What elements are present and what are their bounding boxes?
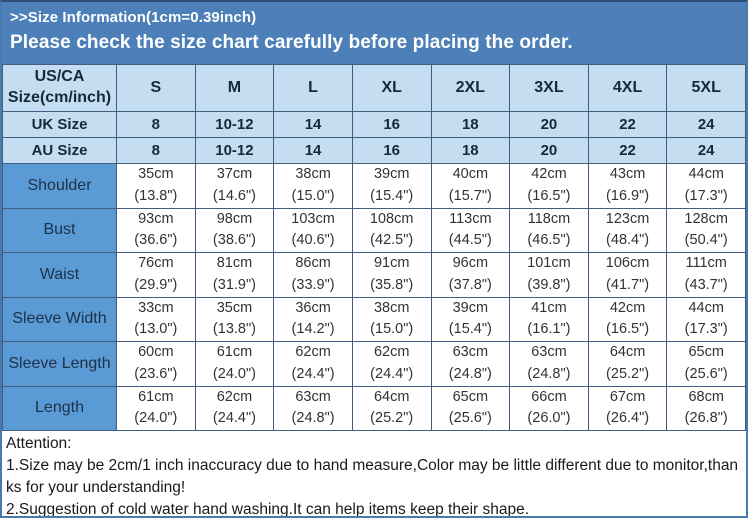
measurement-value: 38cm (15.0") (273, 163, 353, 209)
measurement-value: 40cm (15.7") (430, 163, 511, 209)
measurement-value: 106cm (41.7") (587, 252, 668, 298)
attention-section: Attention: 1.Size may be 2cm/1 inch inac… (2, 431, 746, 518)
au-size-value: 8 (116, 137, 196, 164)
measurement-label: Waist (2, 252, 117, 298)
measurement-value: 63cm (24.8") (430, 341, 511, 387)
measurement-value: 98cm (38.6") (194, 207, 275, 253)
size-column-header-2xl: 2XL (430, 64, 511, 112)
size-chart-warning: Please check the size chart carefully be… (10, 32, 573, 53)
attention-note-2: 2.Suggestion of cold water hand washing.… (6, 501, 530, 518)
measurement-label: Sleeve Length (2, 341, 117, 387)
au-size-value: 24 (666, 137, 746, 164)
measurement-value: 66cm (26.0") (509, 385, 589, 431)
measurement-row-sleeve-width: Sleeve Width 33cm (13.0") 35cm (13.8") 3… (2, 296, 746, 342)
measurement-value: 42cm (16.5") (509, 163, 589, 209)
size-column-header-5xl: 5XL (666, 64, 746, 112)
measurement-value: 64cm (25.2") (587, 341, 668, 387)
attention-note-1: 1.Size may be 2cm/1 inch inaccuracy due … (6, 457, 739, 496)
measurement-row-sleeve-length: Sleeve Length 60cm (23.6") 61cm (24.0") … (2, 341, 746, 387)
size-information-title: >>Size Information(1cm=0.39inch) (10, 9, 257, 26)
measurement-label: Sleeve Width (2, 296, 117, 342)
measurement-row-bust: Bust 93cm (36.6") 98cm (38.6") 103cm (40… (2, 207, 746, 253)
measurement-value: 108cm (42.5") (351, 207, 432, 253)
measurement-value: 91cm (35.8") (351, 252, 432, 298)
measurement-value: 101cm (39.8") (509, 252, 589, 298)
measurement-value: 68cm (26.8") (666, 385, 746, 431)
measurement-row-shoulder: Shoulder 35cm (13.8") 37cm (14.6") 38cm … (2, 163, 746, 209)
uk-size-value: 24 (666, 111, 746, 138)
measurement-value: 44cm (17.3") (666, 163, 746, 209)
uk-size-value: 18 (430, 111, 511, 138)
uk-size-value: 8 (116, 111, 196, 138)
measurement-value: 35cm (13.8") (194, 296, 275, 342)
measurement-value: 35cm (13.8") (116, 163, 196, 209)
au-size-value: 20 (509, 137, 589, 164)
size-column-header-xl: XL (351, 64, 432, 112)
uk-size-value: 20 (509, 111, 589, 138)
measurement-value: 128cm (50.4") (666, 207, 746, 253)
size-column-header-l: L (273, 64, 353, 112)
au-size-value: 22 (587, 137, 668, 164)
size-table-header-row: US/CA Size(cm/inch) S M L XL 2XL 3XL 4XL… (2, 64, 746, 112)
measurement-value: 123cm (48.4") (587, 207, 668, 253)
size-table: US/CA Size(cm/inch) S M L XL 2XL 3XL 4XL… (2, 64, 746, 431)
measurement-value: 38cm (15.0") (351, 296, 432, 342)
measurement-value: 93cm (36.6") (116, 207, 196, 253)
uk-size-label: UK Size (2, 111, 117, 138)
au-size-value: 18 (430, 137, 511, 164)
measurement-value: 67cm (26.4") (587, 385, 668, 431)
measurement-value: 61cm (24.0") (116, 385, 196, 431)
measurement-value: 36cm (14.2") (273, 296, 353, 342)
measurement-value: 39cm (15.4") (351, 163, 432, 209)
measurement-value: 44cm (17.3") (666, 296, 746, 342)
au-size-value: 10-12 (194, 137, 275, 164)
measurement-value: 43cm (16.9") (587, 163, 668, 209)
measurement-label: Length (2, 385, 117, 431)
measurement-value: 81cm (31.9") (194, 252, 275, 298)
measurement-value: 61cm (24.0") (194, 341, 275, 387)
measurement-value: 113cm (44.5") (430, 207, 511, 253)
au-size-row: AU Size 8 10-12 14 16 18 20 22 24 (2, 137, 746, 164)
size-column-header-4xl: 4XL (587, 64, 668, 112)
measurement-row-length: Length 61cm (24.0") 62cm (24.4") 63cm (2… (2, 385, 746, 431)
measurement-value: 86cm (33.9") (273, 252, 353, 298)
au-size-label: AU Size (2, 137, 117, 164)
measurement-row-waist: Waist 76cm (29.9") 81cm (31.9") 86cm (33… (2, 252, 746, 298)
corner-header-cell: US/CA Size(cm/inch) (2, 64, 117, 112)
measurement-value: 33cm (13.0") (116, 296, 196, 342)
measurement-value: 63cm (24.8") (509, 341, 589, 387)
measurement-value: 62cm (24.4") (194, 385, 275, 431)
measurement-value: 65cm (25.6") (430, 385, 511, 431)
attention-title: Attention: (6, 435, 72, 452)
measurement-value: 111cm (43.7") (666, 252, 746, 298)
measurement-value: 96cm (37.8") (430, 252, 511, 298)
uk-size-row: UK Size 8 10-12 14 16 18 20 22 24 (2, 111, 746, 138)
uk-size-value: 22 (587, 111, 668, 138)
measurement-value: 76cm (29.9") (116, 252, 196, 298)
size-column-header-s: S (116, 64, 196, 112)
measurement-label: Shoulder (2, 163, 117, 209)
measurement-value: 63cm (24.8") (273, 385, 353, 431)
measurement-value: 62cm (24.4") (273, 341, 353, 387)
measurement-value: 39cm (15.4") (430, 296, 511, 342)
measurement-value: 64cm (25.2") (351, 385, 432, 431)
header-banner: >>Size Information(1cm=0.39inch) Please … (2, 2, 746, 64)
measurement-value: 62cm (24.4") (351, 341, 432, 387)
au-size-value: 16 (351, 137, 432, 164)
uk-size-value: 16 (351, 111, 432, 138)
measurement-label: Bust (2, 207, 117, 253)
au-size-value: 14 (273, 137, 353, 164)
measurement-value: 60cm (23.6") (116, 341, 196, 387)
measurement-value: 118cm (46.5") (509, 207, 589, 253)
measurement-value: 41cm (16.1") (509, 296, 589, 342)
measurement-value: 103cm (40.6") (273, 207, 353, 253)
measurement-value: 65cm (25.6") (666, 341, 746, 387)
measurement-value: 37cm (14.6") (194, 163, 275, 209)
measurement-value: 42cm (16.5") (587, 296, 668, 342)
uk-size-value: 14 (273, 111, 353, 138)
uk-size-value: 10-12 (194, 111, 275, 138)
size-column-header-m: M (194, 64, 275, 112)
size-column-header-3xl: 3XL (509, 64, 589, 112)
